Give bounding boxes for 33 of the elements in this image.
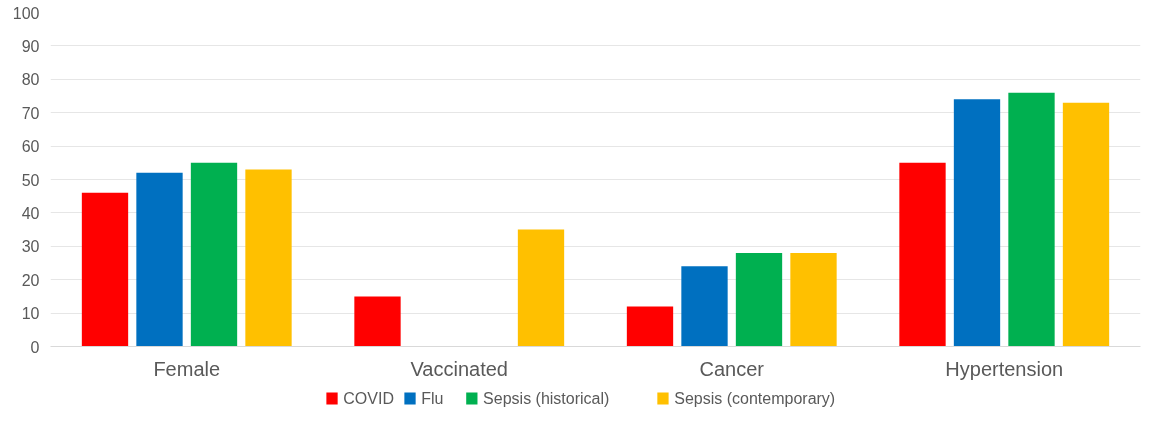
y-tick-label: 30 <box>21 238 40 256</box>
y-tick-label: 50 <box>21 171 40 189</box>
bar <box>1062 102 1110 347</box>
x-tick-label: Female <box>153 357 221 380</box>
x-tick-label: Cancer <box>699 357 765 380</box>
bar <box>81 192 129 347</box>
legend-label: COVID <box>343 390 394 407</box>
y-tick-label: 60 <box>21 138 40 156</box>
y-tick-label: 20 <box>21 271 40 289</box>
y-tick-label: 70 <box>21 104 40 122</box>
bar <box>1008 92 1055 347</box>
y-tick-label: 10 <box>21 305 40 323</box>
bar <box>354 296 401 347</box>
y-tick-label: 40 <box>21 204 40 222</box>
bar <box>681 266 728 347</box>
bar <box>136 172 183 347</box>
y-tick-label: 90 <box>21 37 40 55</box>
bar <box>953 99 1001 347</box>
x-tick-label: Vaccinated <box>410 357 508 380</box>
legend-label: Flu <box>421 390 444 407</box>
bar <box>790 252 837 347</box>
legend-label: Sepsis (contemporary) <box>674 390 836 407</box>
bar <box>190 162 238 347</box>
legend-label: Sepsis (historical) <box>483 390 610 407</box>
bar <box>517 229 565 347</box>
y-tick-label: 100 <box>12 4 40 22</box>
bar <box>245 169 292 347</box>
bar <box>735 252 783 347</box>
y-tick-label: 0 <box>30 338 40 356</box>
y-tick-label: 80 <box>21 71 40 89</box>
x-tick-label: Hypertension <box>945 357 1064 380</box>
bar <box>626 306 674 347</box>
bar <box>899 162 946 347</box>
